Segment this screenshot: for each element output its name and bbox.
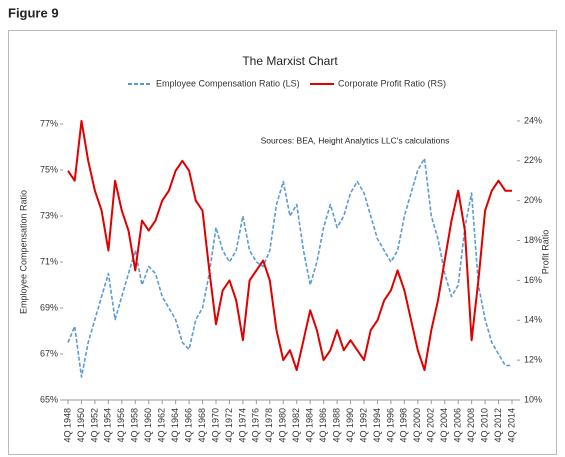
x-tick-label: 4Q 2006 bbox=[453, 408, 463, 443]
y2-tick-label: 24% bbox=[524, 115, 542, 125]
annotation: Sources: BEA, Height Analytics LLC's cal… bbox=[261, 135, 450, 145]
x-tick-label: 4Q 2010 bbox=[479, 408, 489, 443]
x-tick-label: 4Q 1958 bbox=[130, 408, 140, 443]
x-tick-label: 4Q 1962 bbox=[157, 408, 167, 443]
x-tick-label: 4Q 1964 bbox=[170, 408, 180, 443]
x-tick-label: 4Q 1974 bbox=[237, 408, 247, 443]
x-tick-label: 4Q 1996 bbox=[385, 408, 395, 443]
y2-tick-label: 14% bbox=[524, 315, 542, 325]
y-axis-title: Employee Compensation Ratio bbox=[18, 190, 28, 314]
x-tick-label: 4Q 1954 bbox=[103, 408, 113, 443]
x-tick-label: 4Q 1998 bbox=[399, 408, 409, 443]
x-tick-label: 4Q 1952 bbox=[89, 408, 99, 443]
x-tick-label: 4Q 2002 bbox=[426, 408, 436, 443]
y-tick-label: 71% bbox=[40, 256, 58, 266]
y-tick-label: 73% bbox=[40, 210, 58, 220]
legend-label: Employee Compensation Ratio (LS) bbox=[156, 78, 300, 88]
x-tick-label: 4Q 1966 bbox=[183, 408, 193, 443]
x-tick-label: 4Q 1970 bbox=[210, 408, 220, 443]
x-tick-label: 4Q 1992 bbox=[358, 408, 368, 443]
x-tick-label: 4Q 1990 bbox=[345, 408, 355, 443]
y2-tick-label: 16% bbox=[524, 275, 542, 285]
y-tick-label: 69% bbox=[40, 302, 58, 312]
y2-axis-title: Profit Ratio bbox=[540, 230, 550, 275]
chart-title: The Marxist Chart bbox=[242, 54, 338, 68]
x-tick-label: 4Q 1982 bbox=[291, 408, 301, 443]
x-tick-label: 4Q 1948 bbox=[62, 408, 72, 443]
x-tick-label: 4Q 1994 bbox=[372, 408, 382, 443]
x-tick-label: 4Q 1960 bbox=[143, 408, 153, 443]
chart-frame bbox=[8, 30, 557, 455]
y2-tick-label: 22% bbox=[524, 155, 542, 165]
series-line bbox=[67, 119, 512, 372]
y-tick-label: 77% bbox=[40, 118, 58, 128]
y-tick-label: 75% bbox=[40, 164, 58, 174]
x-tick-label: 4Q 1956 bbox=[116, 408, 126, 443]
x-tick-label: 4Q 1988 bbox=[331, 408, 341, 443]
x-tick-label: 4Q 1984 bbox=[305, 408, 315, 443]
x-tick-label: 4Q 2004 bbox=[439, 408, 449, 443]
y-tick-label: 65% bbox=[40, 394, 58, 404]
y2-tick-label: 10% bbox=[524, 394, 542, 404]
x-tick-label: 4Q 1980 bbox=[278, 408, 288, 443]
x-tick-label: 4Q 2014 bbox=[506, 408, 516, 443]
series-line bbox=[67, 157, 512, 378]
y-tick-label: 67% bbox=[40, 348, 58, 358]
y2-tick-label: 20% bbox=[524, 195, 542, 205]
x-tick-label: 4Q 2000 bbox=[412, 408, 422, 443]
x-tick-label: 4Q 1972 bbox=[224, 408, 234, 443]
x-tick-label: 4Q 1968 bbox=[197, 408, 207, 443]
x-tick-label: 4Q 1950 bbox=[76, 408, 86, 443]
y2-tick-label: 12% bbox=[524, 355, 542, 365]
x-tick-label: 4Q 2012 bbox=[493, 408, 503, 443]
x-tick-label: 4Q 1986 bbox=[318, 408, 328, 443]
figure-label: Figure 9 bbox=[8, 5, 59, 20]
y2-tick-label: 18% bbox=[524, 235, 542, 245]
x-tick-label: 4Q 1978 bbox=[264, 408, 274, 443]
x-tick-label: 4Q 2008 bbox=[466, 408, 476, 443]
x-tick-label: 4Q 1976 bbox=[251, 408, 261, 443]
legend-label: Corporate Profit Ratio (RS) bbox=[338, 78, 446, 88]
